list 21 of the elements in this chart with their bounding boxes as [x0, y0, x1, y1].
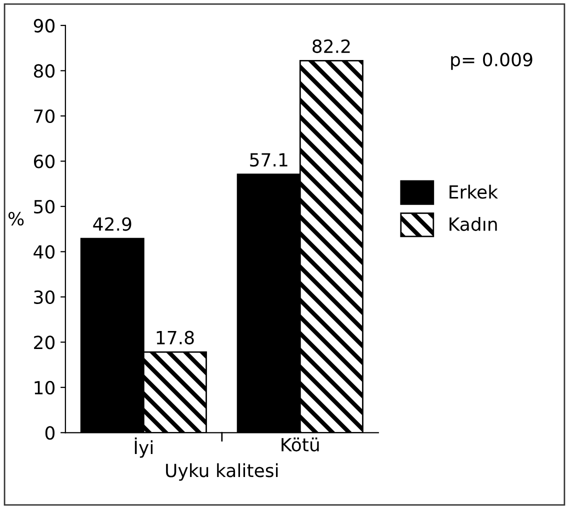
legend-label: Erkek [450, 184, 498, 199]
x-tick-label: İyi [134, 438, 152, 458]
x-tick-label: Kötü [282, 438, 319, 452]
data-label: 82.2 [312, 39, 350, 54]
y-tick-label: 90 [34, 18, 55, 33]
y-tick-label: 30 [34, 290, 55, 304]
y-axis-title: % [8, 212, 24, 226]
y-tick-label: 60 [34, 154, 55, 168]
data-label: 57.1 [250, 153, 288, 167]
text: p= 0.009 [451, 52, 532, 70]
y-tick-label: 0 [45, 426, 55, 440]
y-tick-label: 70 [34, 109, 55, 124]
y-tick-label: 80 [34, 64, 55, 78]
y-tick-label: 50 [34, 200, 55, 214]
x-axis-title: Uyku kalitesi [166, 463, 278, 481]
y-tick-label: 10 [34, 380, 55, 395]
y-tick-label: 40 [34, 245, 55, 259]
data-label: 17.8 [156, 330, 194, 344]
y-tick-label: 20 [34, 336, 55, 350]
legend-label: Kadın [450, 217, 497, 231]
data-label: 42.9 [93, 217, 132, 231]
